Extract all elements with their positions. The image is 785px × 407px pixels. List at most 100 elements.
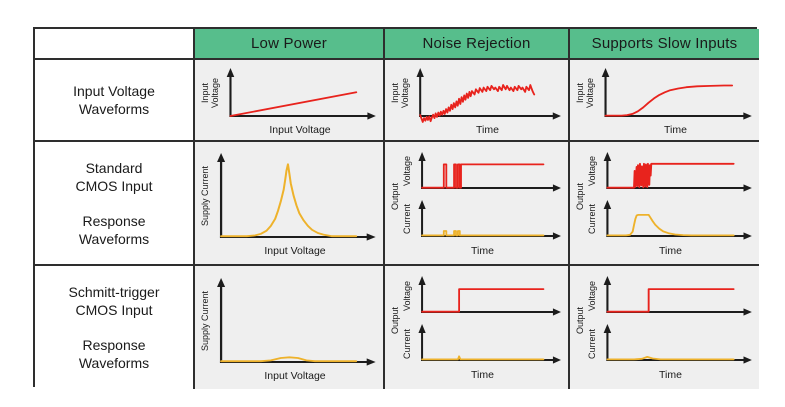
row-label-line: Waveforms xyxy=(78,355,150,371)
header-corner-cell xyxy=(35,29,195,60)
x-axis-label: Time xyxy=(664,123,687,136)
cell-standard-slow: Output Voltage Current Time xyxy=(570,142,759,266)
flat-current-waveform xyxy=(217,277,376,366)
input-noisy-chart: Input Voltage Time xyxy=(389,62,564,138)
header-supports-slow-inputs-label: Supports Slow Inputs xyxy=(591,35,738,52)
y-axis-label-line: Output xyxy=(390,182,400,211)
cell-input-slow: Input Voltage Time xyxy=(570,60,759,142)
y-axis-label-line: Output xyxy=(575,182,585,211)
x-axis-label: Time xyxy=(659,244,682,257)
sigmoid-waveform xyxy=(601,67,752,120)
noisy-waveform xyxy=(416,67,561,123)
x-axis-label: Time xyxy=(476,123,499,136)
cell-input-low-power: Input Voltage Input Voltage xyxy=(195,60,385,142)
y-axis-label: Current xyxy=(401,321,413,367)
voltage-subchart: Voltage xyxy=(586,273,755,319)
current-subchart: Current xyxy=(586,197,755,243)
glitchy-current-waveform xyxy=(418,199,561,240)
row-label-line: Standard xyxy=(85,159,143,176)
y-axis-label-line: Supply Current xyxy=(200,290,210,352)
y-axis-label-line: Voltage xyxy=(402,280,412,312)
row-label-line: Input Voltage xyxy=(73,83,155,99)
row-label-line: CMOS Input xyxy=(75,177,153,194)
cell-schmitt-slow: Output Voltage Current Time xyxy=(570,266,759,389)
y-axis-label: Current xyxy=(586,321,598,367)
y-axis-label: Input Voltage xyxy=(199,62,221,138)
cell-schmitt-noise-rejection: Output Voltage Current Time xyxy=(385,266,570,389)
row-label-line: Schmitt-trigger xyxy=(68,284,160,300)
schmitt-supply-current-chart: Supply Current Input Voltage xyxy=(199,268,379,387)
row-label-line: Waveforms xyxy=(78,101,150,117)
schmitt-slow-response-chart: Output Voltage Current Time xyxy=(574,268,755,387)
clean-step-waveform xyxy=(418,276,561,316)
current-subchart: Current xyxy=(401,321,564,367)
row-label-line: Response xyxy=(82,337,146,353)
y-axis-label: Input Voltage xyxy=(574,62,596,138)
y-axis-label: Current xyxy=(401,197,413,243)
y-axis-label-line: Output xyxy=(575,307,585,335)
current-subchart: Current xyxy=(401,197,564,243)
cell-input-noise-rejection: Input Voltage Time xyxy=(385,60,570,142)
y-axis-label: Input Voltage xyxy=(389,62,411,138)
y-axis-label: Supply Current xyxy=(199,268,211,387)
x-axis-label: Input Voltage xyxy=(264,245,326,257)
ramp-waveform xyxy=(226,67,376,120)
y-axis-label-line: Input xyxy=(575,83,585,104)
clean-step-waveform xyxy=(603,276,752,316)
schmitt-noise-response-chart: Output Voltage Current Time xyxy=(389,268,564,387)
oscillating-voltage-waveform xyxy=(603,151,752,192)
waveform-comparison-table: Low Power Noise Rejection Supports Slow … xyxy=(33,27,759,389)
x-axis-label: Time xyxy=(471,369,494,381)
y-axis-label-line: Current xyxy=(587,328,597,359)
small-bump-current-waveform xyxy=(603,324,752,364)
y-axis-label-line: Current xyxy=(587,204,597,235)
header-low-power: Low Power xyxy=(195,29,385,60)
current-hump-waveform xyxy=(603,199,752,240)
row-label-standard-cmos: Standard CMOS Input Response Waveforms xyxy=(35,142,195,266)
y-axis-label: Voltage xyxy=(401,273,413,319)
input-slow-ramp-chart: Input Voltage Time xyxy=(574,62,755,138)
y-axis-label: Voltage xyxy=(401,149,413,195)
standard-noise-response-chart: Output Voltage Current Time xyxy=(389,144,564,262)
x-axis-label: Time xyxy=(659,369,682,381)
y-axis-label-line: Voltage xyxy=(587,156,597,187)
y-axis-label-line: Current xyxy=(402,328,412,359)
header-noise-rejection: Noise Rejection xyxy=(385,29,570,60)
y-axis-label-line: Voltage xyxy=(400,78,410,109)
tiny-spike-current-waveform xyxy=(418,324,561,364)
row-label-line: Waveforms xyxy=(78,230,150,247)
y-axis-label-line: Voltage xyxy=(585,78,595,109)
y-axis-label-line: Voltage xyxy=(210,78,220,109)
standard-supply-current-chart: Supply Current Input Voltage xyxy=(199,144,379,262)
current-peak-waveform xyxy=(217,153,376,241)
cell-standard-low-power: Supply Current Input Voltage xyxy=(195,142,385,266)
row-label-line: CMOS Input xyxy=(75,302,153,318)
x-axis-label: Time xyxy=(471,244,494,257)
y-axis-label: Current xyxy=(586,197,598,243)
header-noise-rejection-label: Noise Rejection xyxy=(422,35,531,52)
current-subchart: Current xyxy=(586,321,755,367)
y-axis-label-line: Input xyxy=(200,83,210,104)
header-low-power-label: Low Power xyxy=(250,35,327,52)
y-axis-label-line: Output xyxy=(390,307,400,335)
y-axis-outer-label: Output xyxy=(389,144,401,262)
y-axis-label-line: Supply Current xyxy=(200,166,210,227)
y-axis-label: Voltage xyxy=(586,273,598,319)
y-axis-label: Supply Current xyxy=(199,144,211,262)
row-label-line: Response xyxy=(82,212,146,229)
input-ramp-chart: Input Voltage Input Voltage xyxy=(199,62,379,138)
voltage-subchart: Voltage xyxy=(586,149,755,195)
y-axis-label: Voltage xyxy=(586,149,598,195)
y-axis-label-line: Voltage xyxy=(587,280,597,312)
header-supports-slow-inputs: Supports Slow Inputs xyxy=(570,29,759,60)
standard-slow-response-chart: Output Voltage Current Time xyxy=(574,144,755,262)
cell-standard-noise-rejection: Output Voltage Current Time xyxy=(385,142,570,266)
x-axis-label: Input Voltage xyxy=(264,369,326,382)
y-axis-label-line: Voltage xyxy=(402,156,412,187)
voltage-subchart: Voltage xyxy=(401,273,564,319)
y-axis-outer-label: Output xyxy=(574,268,586,387)
y-axis-label-line: Input xyxy=(390,83,400,104)
cell-schmitt-low-power: Supply Current Input Voltage xyxy=(195,266,385,389)
voltage-subchart: Voltage xyxy=(401,149,564,195)
y-axis-outer-label: Output xyxy=(389,268,401,387)
